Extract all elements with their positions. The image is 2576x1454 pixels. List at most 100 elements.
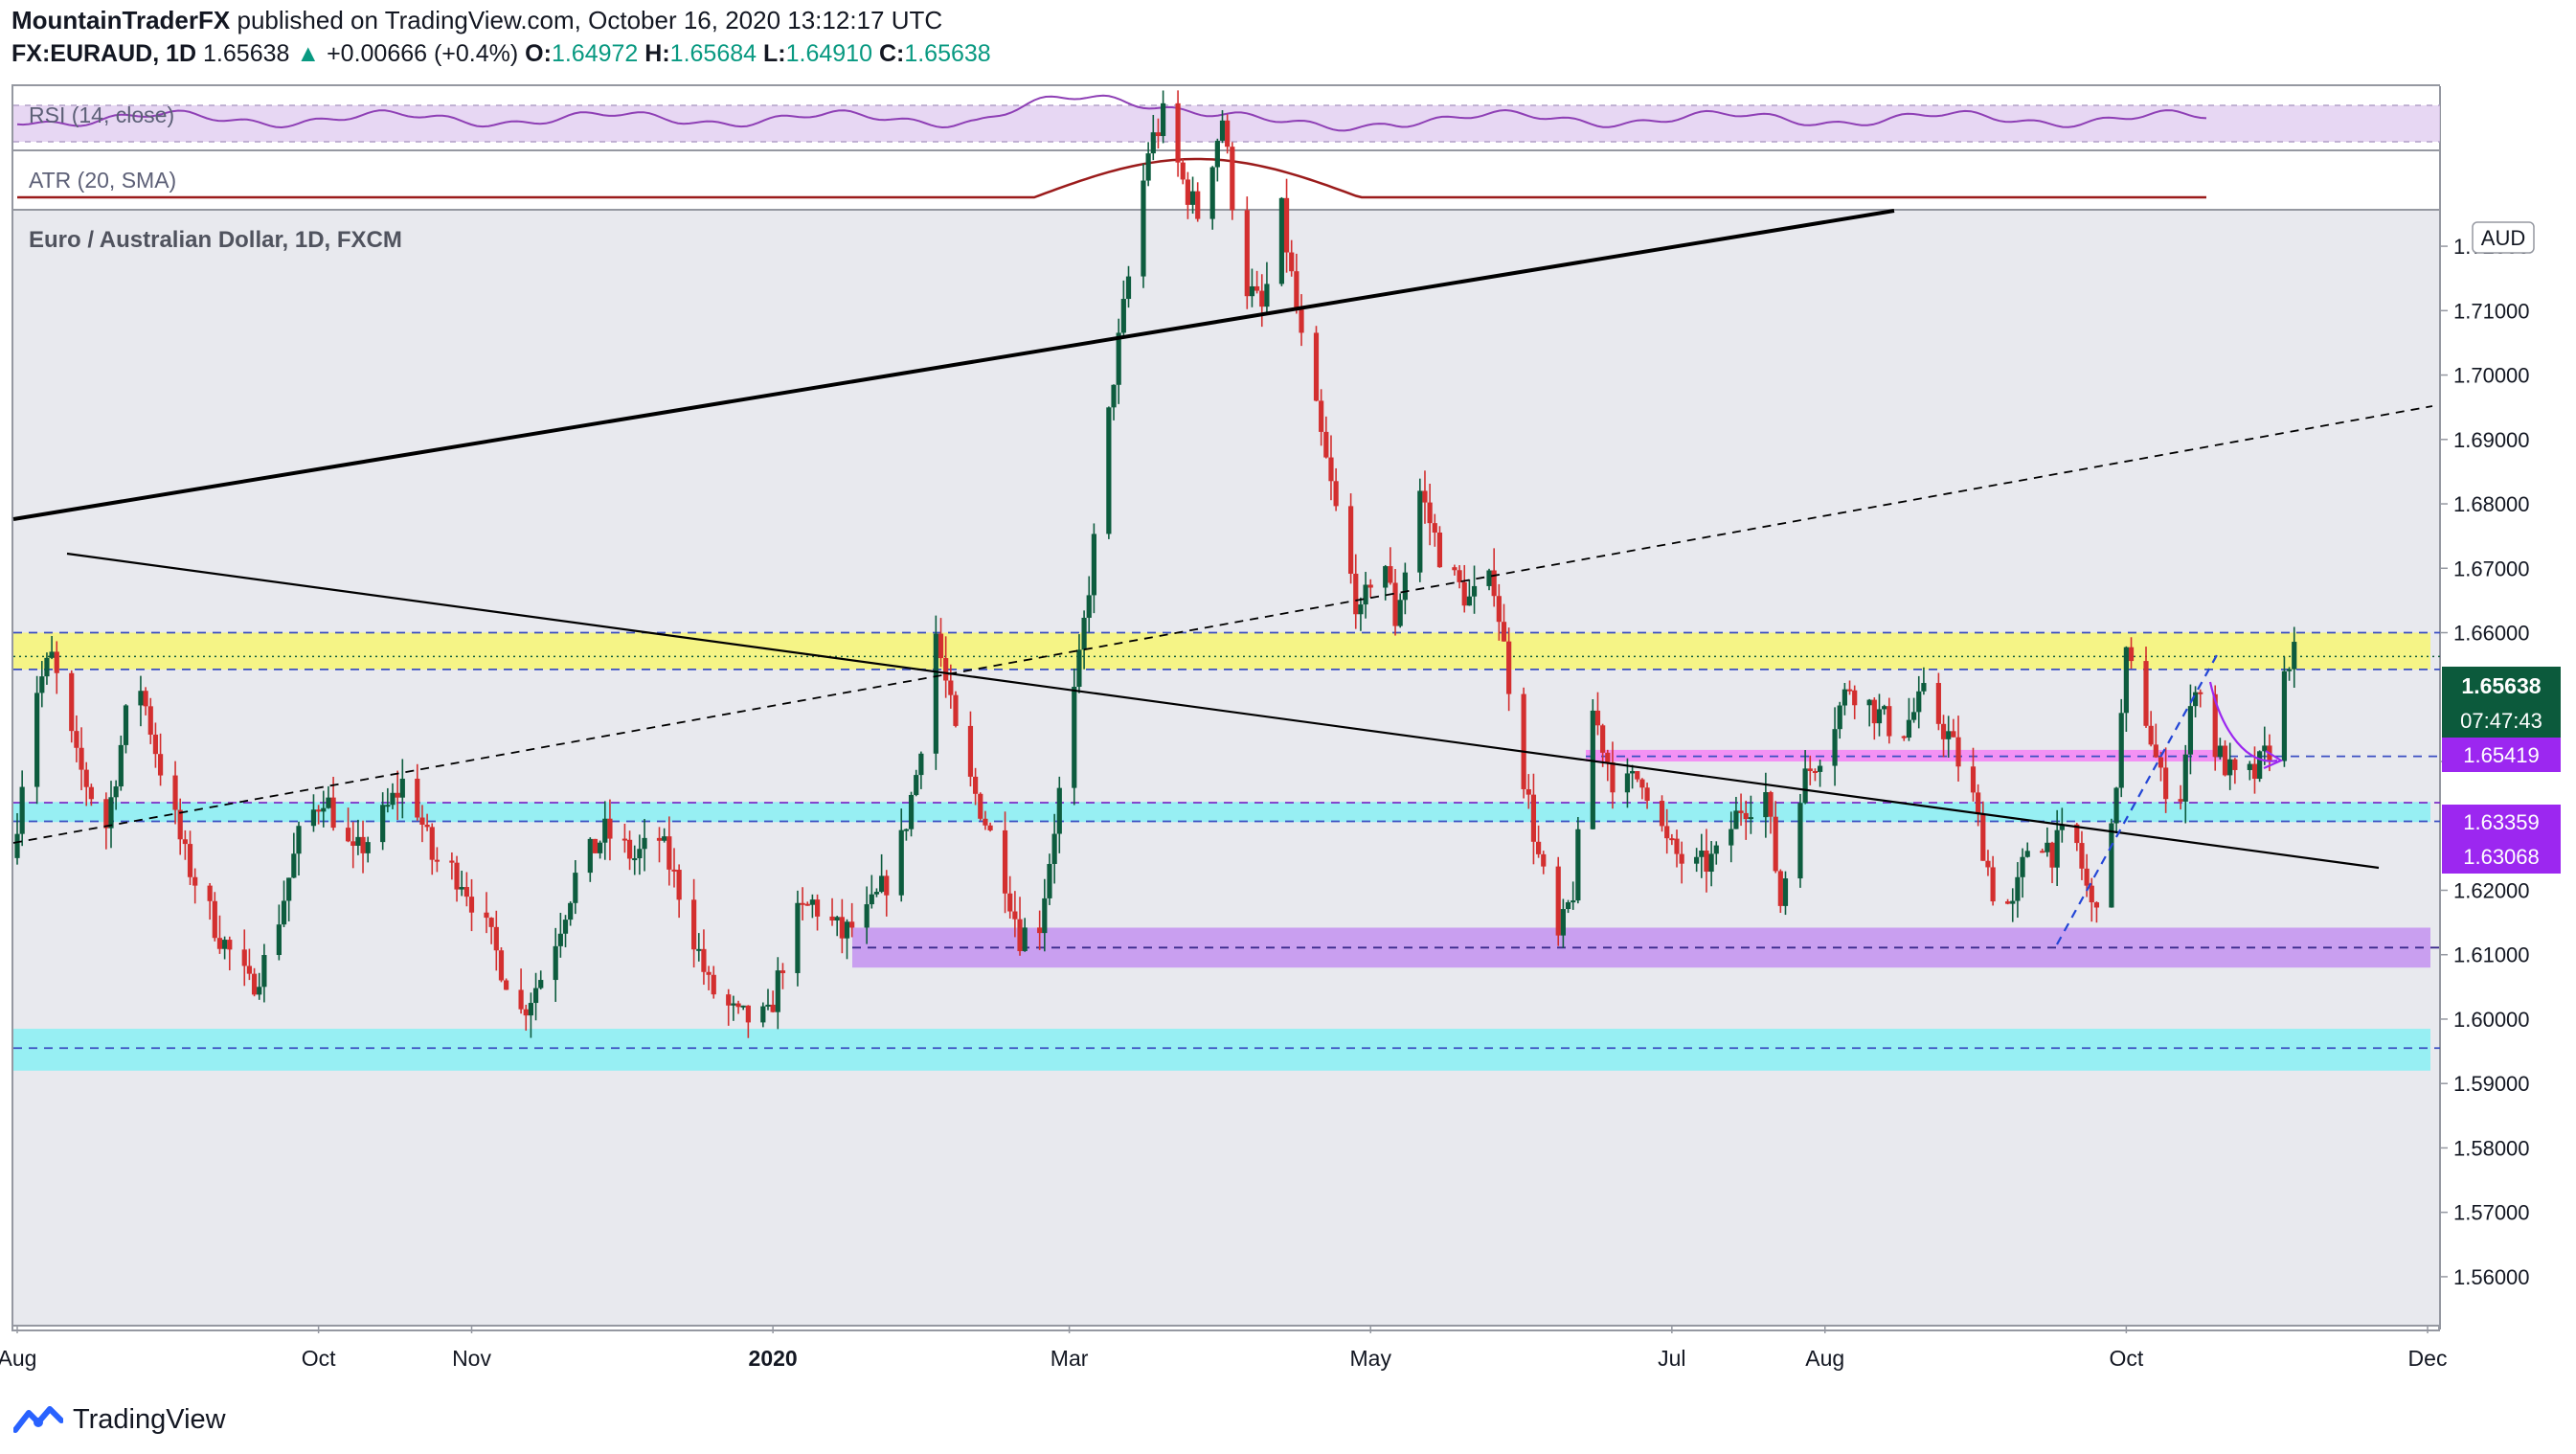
candle-body — [1091, 534, 1096, 596]
candle-body — [1664, 826, 1670, 839]
candle-body — [770, 1004, 776, 1012]
candle-body — [281, 900, 287, 925]
candle-body — [108, 797, 114, 829]
candle-body — [123, 705, 129, 745]
level-tag-3-label: 1.63068 — [2463, 845, 2540, 869]
candle-body — [1417, 490, 1423, 573]
candle-body — [2049, 842, 2055, 868]
candle-body — [1328, 457, 1334, 482]
price-tick-label: 1.70000 — [2453, 364, 2530, 388]
price-tick-label: 1.61000 — [2453, 943, 2530, 967]
candle-body — [2093, 902, 2100, 908]
candle-body — [2232, 759, 2238, 770]
candle-body — [1486, 570, 1492, 586]
atr-label[interactable]: ATR (20, SMA) — [29, 168, 176, 193]
candle-body — [2281, 670, 2288, 761]
candle-body — [1501, 622, 1507, 642]
candle-body — [1496, 596, 1502, 623]
candle-body — [2084, 868, 2090, 886]
price-tick-label: 1.69000 — [2453, 428, 2530, 452]
price-tick-label: 1.58000 — [2453, 1136, 2530, 1160]
candle-body — [212, 900, 217, 939]
candle-body — [1106, 407, 1112, 534]
candle-body — [1358, 604, 1364, 615]
author-name[interactable]: MountainTraderFX — [11, 6, 231, 34]
candle-body — [147, 706, 153, 735]
candle-body — [291, 853, 297, 878]
level-tag-3 — [2442, 839, 2561, 874]
candle-body — [1466, 596, 1472, 606]
candle-body — [310, 809, 317, 827]
candle-body — [2118, 713, 2124, 788]
last-price: 1.65638 — [203, 40, 290, 67]
atr-line — [17, 157, 2206, 199]
level-tag-2-label: 1.63359 — [2463, 810, 2540, 834]
rsi-label[interactable]: RSI (14, close) — [29, 102, 174, 127]
low-value: 1.64910 — [785, 40, 872, 67]
candle-body — [1348, 506, 1354, 574]
candle-body — [2020, 856, 2025, 877]
candle-body — [1639, 779, 1645, 788]
currency-badge[interactable] — [2472, 221, 2535, 254]
candle-body — [380, 805, 386, 843]
candle-body — [463, 887, 469, 897]
candle-body — [1846, 689, 1853, 692]
candle-body — [711, 974, 716, 995]
candle-body — [1594, 710, 1601, 726]
candle-body — [276, 924, 282, 956]
candle-body — [637, 849, 643, 859]
candle-body — [1180, 162, 1186, 180]
candle-body — [903, 829, 910, 831]
candle-body — [182, 839, 188, 845]
candle-body — [321, 807, 327, 812]
candle-body — [814, 899, 821, 917]
candle-body — [1313, 332, 1320, 401]
candle-body — [2153, 744, 2158, 758]
candle-body — [809, 899, 816, 905]
candle-body — [973, 776, 979, 794]
candle-body — [1145, 153, 1151, 181]
candle-body — [1777, 871, 1783, 906]
candle-body — [1882, 706, 1887, 710]
candle-body — [1590, 710, 1595, 829]
candle-body — [528, 1003, 534, 1016]
candle-body — [152, 734, 159, 755]
candle-body — [1072, 687, 1077, 788]
candle-body — [1506, 641, 1512, 694]
candle-body — [2251, 763, 2258, 780]
candle-body — [69, 672, 75, 732]
candle-body — [735, 1003, 741, 1008]
candle-body — [568, 902, 574, 920]
candle-body — [898, 829, 904, 896]
candle-body — [918, 753, 924, 776]
candle-body — [1323, 431, 1329, 458]
up-triangle-icon: ▲ — [296, 40, 321, 67]
candle-body — [1195, 191, 1201, 219]
candle-body — [192, 876, 198, 886]
candle-body — [172, 775, 178, 810]
time-axis[interactable]: Aug Oct Nov 2020 Mar May Jul Aug Oct Dec — [0, 1326, 2447, 1371]
candle-body — [2158, 757, 2164, 768]
candle-body — [222, 940, 228, 949]
tradingview-footer[interactable]: TradingView — [13, 1400, 226, 1439]
candle-body — [83, 769, 89, 787]
candle-body — [2257, 751, 2263, 780]
close-value: 1.65638 — [904, 40, 991, 67]
candle-body — [1037, 927, 1043, 934]
candle-body — [1225, 120, 1231, 148]
candle-body — [1017, 919, 1023, 951]
candle-body — [1249, 285, 1255, 297]
candle-body — [88, 786, 94, 800]
candle-body — [454, 862, 460, 890]
high-value: 1.65684 — [669, 40, 757, 67]
candle-body — [429, 827, 435, 860]
candle-body — [2148, 725, 2154, 745]
candle-body — [1294, 271, 1299, 310]
candle-body — [1042, 897, 1048, 934]
candle-body — [1076, 649, 1082, 688]
candle-body — [1605, 752, 1611, 762]
candle-body — [873, 892, 880, 895]
time-tick-label: Nov — [452, 1346, 491, 1371]
candle-body — [592, 838, 599, 853]
